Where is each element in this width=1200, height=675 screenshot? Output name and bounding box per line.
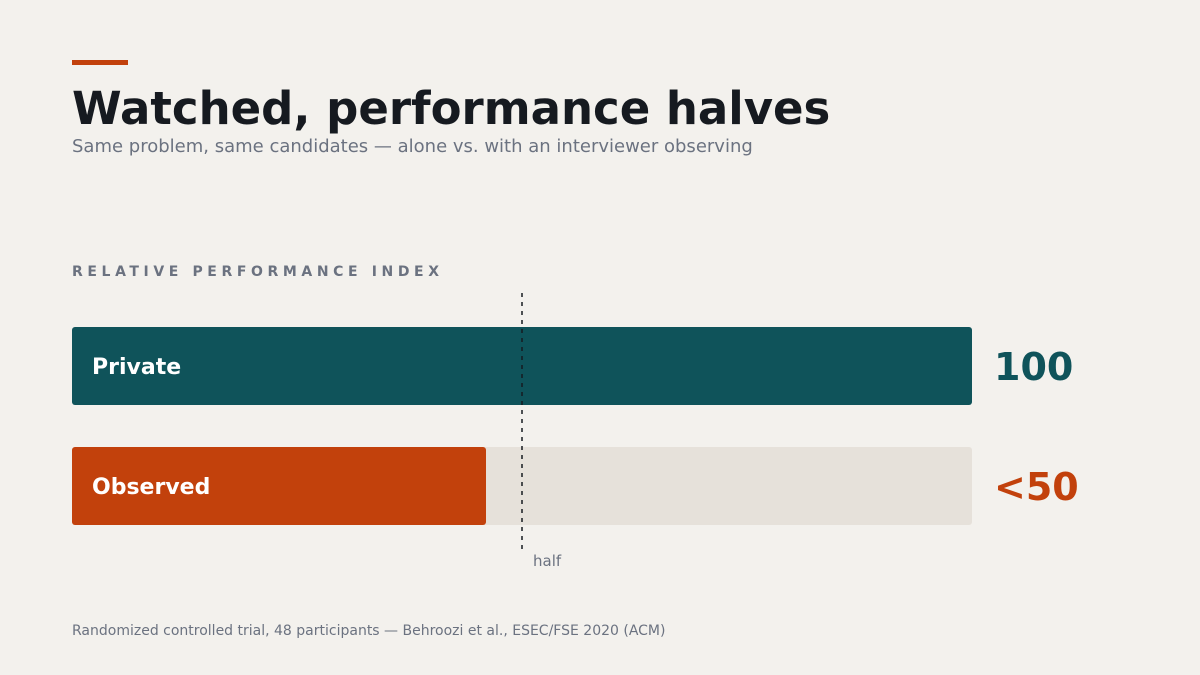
accent-rule bbox=[72, 60, 128, 65]
chart-title: Watched, performance halves bbox=[72, 82, 830, 135]
bar-label: Private bbox=[92, 355, 181, 380]
value-label: 100 bbox=[994, 345, 1073, 389]
chart-subtitle: Same problem, same candidates — alone vs… bbox=[72, 136, 753, 157]
bar bbox=[72, 447, 486, 525]
source-note: Randomized controlled trial, 48 particip… bbox=[72, 623, 665, 639]
reference-label: half bbox=[533, 552, 562, 570]
bar-label: Observed bbox=[92, 475, 210, 500]
axis-label: RELATIVE PERFORMANCE INDEX bbox=[72, 264, 444, 280]
value-label: <50 bbox=[994, 465, 1079, 509]
